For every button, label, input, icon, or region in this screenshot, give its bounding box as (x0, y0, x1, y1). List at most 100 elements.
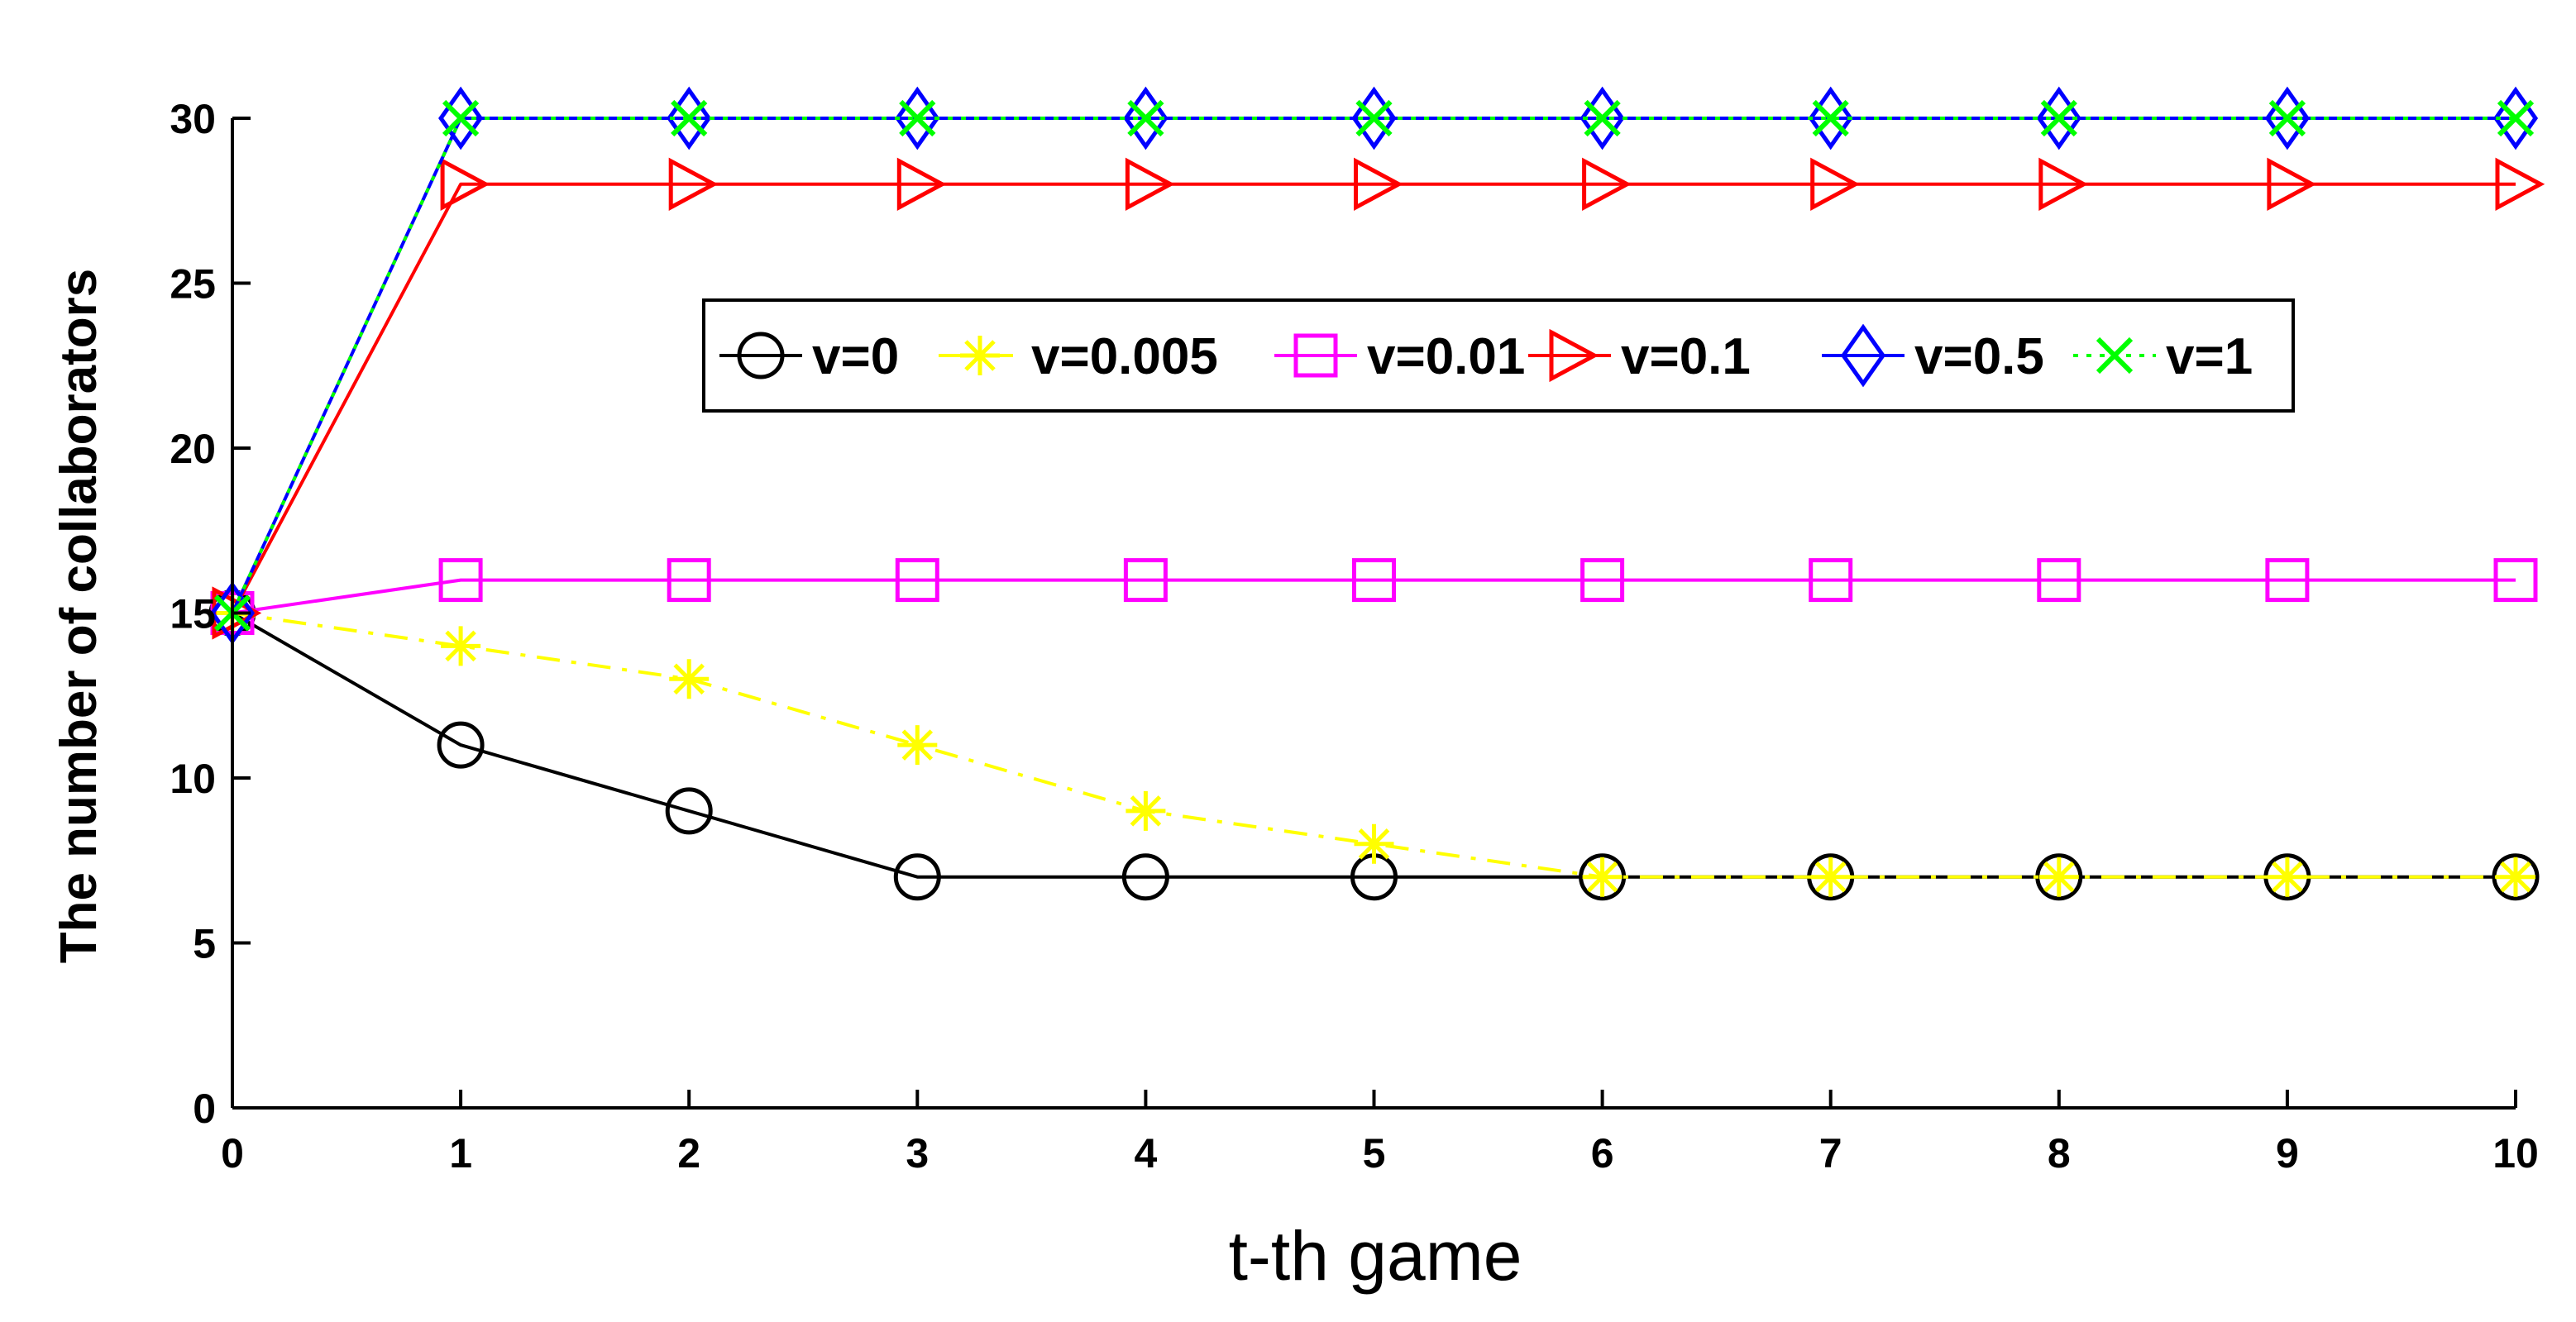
y-tick-label-15: 15 (170, 591, 216, 637)
data-point-v=0.5-10 (2492, 86, 2539, 150)
legend-label-v=1: v=1 (2166, 328, 2253, 385)
data-point-v=0-10 (2492, 853, 2540, 901)
legend-label-v=0.01: v=0.01 (1367, 328, 1525, 385)
x-tick-label-7: 7 (1819, 1130, 1842, 1176)
data-point-v=0.005-7 (1810, 857, 1851, 897)
legend-marker-v=0.5 (1840, 323, 1886, 388)
legend-marker-v=0.1 (1549, 328, 1599, 383)
x-tick-label-5: 5 (1363, 1130, 1386, 1176)
data-point-v=0.1-7 (1810, 157, 1860, 211)
y-tick-label-10: 10 (170, 756, 216, 802)
data-point-v=0.01-8 (2037, 558, 2081, 603)
data-point-v=1-1 (442, 99, 480, 137)
axis-layer: 0 1 2 3 4 5 6 7 8 9 10 0 5 10 15 20 25 30 (170, 96, 2538, 1176)
data-point-v=1-5 (1355, 99, 1393, 137)
data-point-v=0.5-5 (1351, 86, 1397, 150)
data-point-v=0.1-8 (2038, 157, 2089, 211)
data-point-v=0.005-4 (1126, 790, 1166, 831)
legend-marker-v=0.005 (960, 336, 1000, 375)
y-tick-label-0: 0 (193, 1086, 216, 1132)
data-point-v=0.005-10 (2496, 857, 2535, 897)
data-point-v=0.5-3 (895, 86, 940, 150)
series-v=1 (213, 99, 2535, 632)
legend-label-v=0: v=0 (812, 328, 899, 385)
legend-label-v=0.005: v=0.005 (1031, 328, 1218, 385)
legend-entry-v=0: v=0 (719, 328, 899, 385)
data-point-v=0.1-6 (1582, 157, 1632, 211)
data-point-v=1-10 (2497, 99, 2535, 137)
data-point-v=0.1-3 (896, 157, 947, 211)
legend-entry-v=0.5: v=0.5 (1822, 323, 2044, 388)
y-tick-label-5: 5 (193, 921, 216, 967)
legend-marker-v=1 (2096, 336, 2134, 375)
series-line-v=0 (231, 611, 2516, 879)
data-point-v=0.01-4 (1123, 558, 1168, 603)
data-point-v=1-6 (1584, 99, 1621, 137)
x-tick-label-8: 8 (2048, 1130, 2071, 1176)
x-tick-label-10: 10 (2492, 1130, 2539, 1176)
legend-entry-v=0.01: v=0.01 (1274, 328, 1525, 385)
data-point-v=0.5-4 (1123, 86, 1169, 150)
series-line-v=0.01 (232, 578, 2516, 615)
series-v=0.005 (213, 593, 2535, 897)
data-point-v=1-7 (1812, 99, 1849, 137)
series-layer (208, 86, 2545, 901)
x-tick-label-3: 3 (906, 1130, 929, 1176)
data-point-v=0.01-7 (1809, 558, 1853, 603)
data-point-v=0.01-2 (667, 558, 711, 603)
data-point-v=1-9 (2268, 99, 2306, 137)
data-point-v=1-2 (671, 99, 708, 137)
data-point-v=0-2 (665, 787, 713, 835)
data-point-v=0.005-8 (2038, 857, 2079, 897)
legend-entry-v=0.005: v=0.005 (939, 328, 1218, 385)
legend-label-v=0.5: v=0.5 (1914, 328, 2044, 385)
data-point-v=0.5-9 (2264, 86, 2310, 150)
legend-marker-v=0.01 (1293, 333, 1338, 378)
y-tick-label-30: 30 (170, 96, 216, 142)
legend-marker-v=0 (737, 332, 785, 379)
data-point-v=0.1-4 (1125, 157, 1175, 211)
x-tick-label-6: 6 (1591, 1130, 1614, 1176)
y-tick-label-20: 20 (170, 426, 216, 472)
y-axis-title: The number of collaborators (50, 269, 108, 964)
data-point-v=0.5-7 (1808, 86, 1853, 150)
data-point-v=0.1-1 (440, 157, 490, 211)
data-point-v=0.5-6 (1580, 86, 1625, 150)
data-point-v=0.005-1 (441, 626, 481, 666)
legend-entry-v=1: v=1 (2073, 328, 2253, 385)
data-point-v=0.5-1 (438, 86, 484, 150)
x-tick-label-0: 0 (221, 1130, 244, 1176)
x-axis-title: t-th game (1229, 1217, 1522, 1295)
series-v=0.01 (210, 558, 2538, 635)
data-point-v=0.005-2 (669, 659, 710, 699)
data-point-v=0.5-8 (2036, 86, 2081, 150)
x-tick-label-4: 4 (1134, 1130, 1157, 1176)
data-point-v=0.005-6 (1582, 857, 1623, 897)
data-point-v=0.01-3 (895, 558, 939, 603)
legend-label-v=0.1: v=0.1 (1621, 328, 1751, 385)
data-point-v=0.005-3 (897, 725, 938, 766)
data-point-v=0.1-2 (668, 157, 719, 211)
series-line-v=0.1 (231, 182, 2516, 614)
data-point-v=0.01-1 (438, 558, 483, 603)
data-point-v=0.01-6 (1580, 558, 1625, 603)
y-tick-label-25: 25 (170, 261, 216, 308)
x-tick-label-1: 1 (449, 1130, 472, 1176)
data-point-v=0.01-9 (2265, 558, 2310, 603)
data-point-v=0-1 (437, 721, 485, 769)
legend: v=0 v=0.005 v=0.01 v=0.1 v=0.5 v=1 (702, 298, 2295, 413)
x-tick-label-2: 2 (677, 1130, 700, 1176)
data-point-v=0.1-5 (1354, 157, 1403, 211)
data-point-v=0.5-2 (667, 86, 712, 150)
legend-entry-v=0.1: v=0.1 (1528, 328, 1751, 385)
x-tick-label-9: 9 (2276, 1130, 2299, 1176)
data-point-v=0.1-10 (2495, 157, 2545, 211)
data-point-v=1-4 (1127, 99, 1164, 137)
data-point-v=0.1-9 (2267, 157, 2317, 211)
data-point-v=0-4 (1121, 853, 1169, 901)
data-point-v=1-3 (899, 99, 936, 137)
data-point-v=1-8 (2040, 99, 2077, 137)
data-point-v=0-3 (893, 853, 941, 901)
data-point-v=0.01-5 (1352, 558, 1396, 603)
